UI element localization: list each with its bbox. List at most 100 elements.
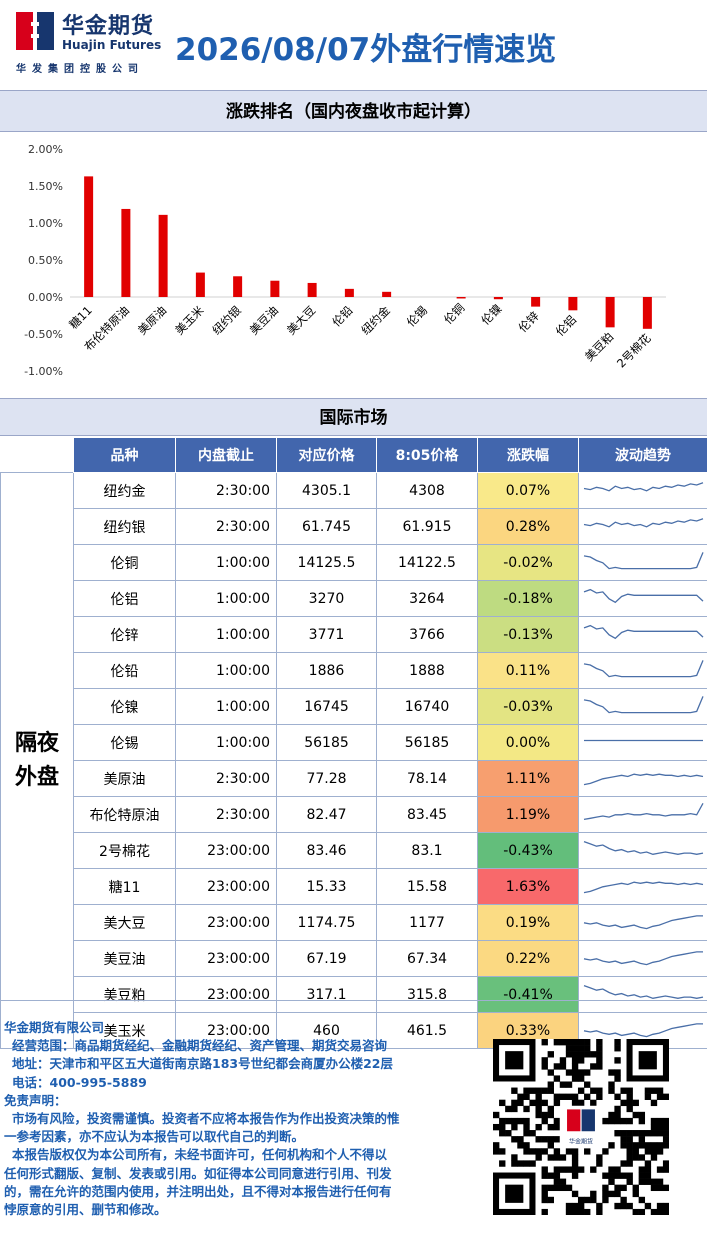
bar-伦铝 xyxy=(568,297,578,311)
y-tick-label: 0.00% xyxy=(28,291,63,304)
x-tick-label: 糖11 xyxy=(66,303,94,331)
business-scope: 经营范围：商品期货经纪、金融期货经纪、资产管理、期货交易咨询 xyxy=(12,1038,388,1054)
header-name: 品种 xyxy=(73,437,176,473)
cell-cutoff: 23:00:00 xyxy=(175,976,277,1013)
cell-price805: 78.14 xyxy=(376,760,478,797)
header-trend: 波动趋势 xyxy=(578,437,707,473)
cell-cutoff: 2:30:00 xyxy=(175,508,277,545)
company-phone: 电话：400-995-5889 xyxy=(12,1074,147,1090)
cell-trend xyxy=(578,868,707,905)
x-tick-label: 伦铜 xyxy=(441,301,467,327)
cell-price805: 3264 xyxy=(376,580,478,617)
sparkline-path xyxy=(583,624,703,640)
cell-name: 伦锡 xyxy=(73,724,176,761)
sparkline-rise-late xyxy=(583,915,703,930)
cell-trend xyxy=(578,580,707,617)
cell-change: -0.02% xyxy=(477,544,579,581)
sparkline-drop-spike xyxy=(583,696,704,714)
intl-section-title: 国际市场 xyxy=(0,398,707,436)
sparkline-up xyxy=(583,773,703,786)
y-tick-label: -1.00% xyxy=(24,365,63,378)
cell-price: 61.745 xyxy=(276,508,377,545)
sparkline-down xyxy=(583,840,703,855)
cell-price: 83.46 xyxy=(276,832,377,869)
table-row: 美豆粕 23:00:00 317.1 315.8 -0.41% xyxy=(1,976,707,1013)
table-row: 糖11 23:00:00 15.33 15.58 1.63% xyxy=(1,868,707,905)
cell-trend xyxy=(578,616,707,653)
table-row: 伦铜 1:00:00 14125.5 14122.5 -0.02% xyxy=(1,544,707,581)
cell-trend xyxy=(578,472,707,509)
qr-code-icon: 华金期货 xyxy=(493,1039,669,1215)
bar-纽约金 xyxy=(382,291,392,297)
table-row: 布伦特原油 2:30:00 82.47 83.45 1.19% xyxy=(1,796,707,833)
cell-price805: 1177 xyxy=(376,904,478,941)
cell-trend xyxy=(578,544,707,581)
cell-name: 美豆油 xyxy=(73,940,176,977)
cell-cutoff: 1:00:00 xyxy=(175,616,277,653)
cell-change: -0.41% xyxy=(477,976,579,1013)
x-tick-label: 伦锡 xyxy=(404,303,430,329)
cell-change: 1.11% xyxy=(477,760,579,797)
table-row: 伦镍 1:00:00 16745 16740 -0.03% xyxy=(1,688,707,725)
footer-text: 华金期货有限公司 经营范围：商品期货经纪、金融期货经纪、资产管理、期货交易咨询 … xyxy=(4,1019,474,1219)
cell-name: 伦锌 xyxy=(73,616,176,653)
x-tick-label: 伦镍 xyxy=(478,301,504,327)
sparkline-path xyxy=(583,518,703,528)
sparkline-rise-late xyxy=(583,951,703,966)
header-price805: 8:05价格 xyxy=(376,437,478,473)
cell-price805: 15.58 xyxy=(376,868,478,905)
cell-name: 伦镍 xyxy=(73,688,176,725)
bar-伦锌 xyxy=(531,297,541,307)
group-label-line: 隔夜 xyxy=(14,730,59,756)
group-label-overnight: 隔夜 外盘 xyxy=(0,472,74,1049)
table-row: 2号棉花 23:00:00 83.46 83.1 -0.43% xyxy=(1,832,707,869)
y-tick-label: 1.50% xyxy=(28,180,63,193)
cell-price: 15.33 xyxy=(276,868,377,905)
x-tick-label: 美豆油 xyxy=(247,303,281,337)
logo-chinese-name: 华金期货 xyxy=(62,14,155,39)
x-tick-label: 伦铅 xyxy=(329,303,356,330)
y-tick-label: 1.00% xyxy=(28,217,63,230)
sparkline-rise-late xyxy=(583,1023,703,1038)
header-blank-cell xyxy=(0,437,74,473)
sparkline-path xyxy=(583,951,703,966)
bar-2号棉花 xyxy=(642,297,652,329)
cell-cutoff: 23:00:00 xyxy=(175,868,277,905)
cell-price: 1174.75 xyxy=(276,904,377,941)
cell-change: -0.13% xyxy=(477,616,579,653)
cell-cutoff: 23:00:00 xyxy=(175,940,277,977)
sparkline-path xyxy=(583,588,703,604)
cell-change: 0.22% xyxy=(477,940,579,977)
cell-change: 0.00% xyxy=(477,724,579,761)
bar-美大豆 xyxy=(307,282,317,297)
cell-trend xyxy=(578,652,707,689)
x-tick-label: 伦锌 xyxy=(516,308,543,335)
table-row: 美原油 2:30:00 77.28 78.14 1.11% xyxy=(1,760,707,797)
cell-price805: 14122.5 xyxy=(376,544,478,581)
cell-name: 纽约银 xyxy=(73,508,176,545)
table-row: 伦锡 1:00:00 56185 56185 0.00% xyxy=(1,724,707,761)
bar-chart-svg: 2.00% 1.50% 1.00% 0.50% 0.00% -0.50% -1.00% 糖11… xyxy=(24,143,666,378)
cell-price: 3270 xyxy=(276,580,377,617)
cell-price805: 83.45 xyxy=(376,796,478,833)
cell-cutoff: 1:00:00 xyxy=(175,724,277,761)
sparkline-drop xyxy=(583,624,703,640)
bar-伦铅 xyxy=(344,288,354,297)
sparkline-down xyxy=(583,984,703,999)
sparkline-path xyxy=(583,660,704,678)
cell-trend xyxy=(578,904,707,941)
cell-price805: 1888 xyxy=(376,652,478,689)
cell-price: 317.1 xyxy=(276,976,377,1013)
x-tick-label: 美玉米 xyxy=(172,303,207,338)
sparkline-drop xyxy=(583,588,703,604)
header-change: 涨跌幅 xyxy=(477,437,579,473)
sparkline-path xyxy=(583,696,704,714)
table-row: 纽约银 2:30:00 61.745 61.915 0.28% xyxy=(1,508,707,545)
disclaimer-line: 任何形式翻版、复制、发表或引用。如征得本公司同意进行引用、刊发 xyxy=(4,1165,392,1181)
cell-price805: 67.34 xyxy=(376,940,478,977)
cell-price: 56185 xyxy=(276,724,377,761)
bar-美原油 xyxy=(158,214,168,297)
sparkline-path xyxy=(583,552,704,570)
cell-price: 77.28 xyxy=(276,760,377,797)
cell-trend xyxy=(578,976,707,1013)
